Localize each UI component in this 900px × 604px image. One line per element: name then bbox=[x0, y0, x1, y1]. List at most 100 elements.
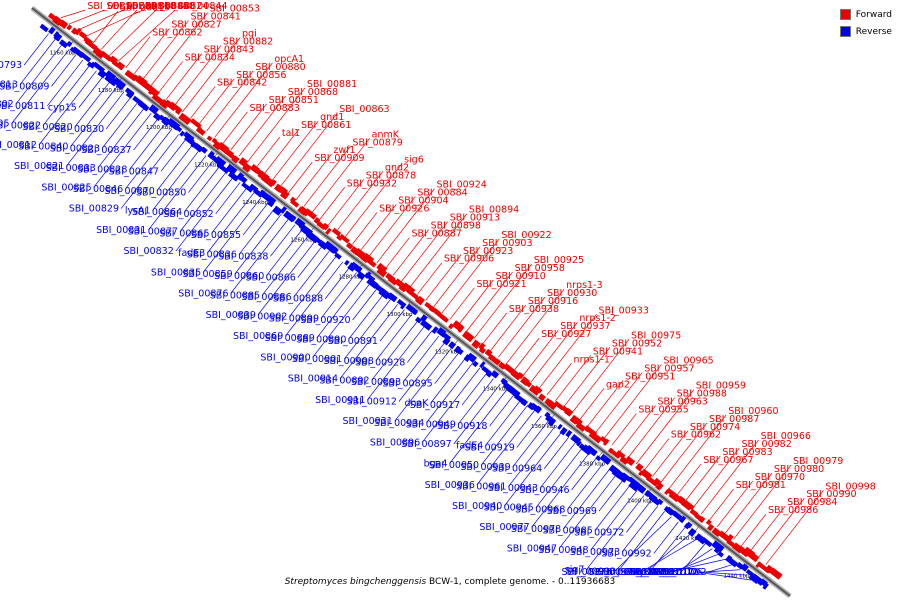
reverse-gene bbox=[334, 252, 342, 260]
forward-gene bbox=[290, 199, 300, 208]
forward-gene bbox=[533, 385, 543, 394]
forward-gene bbox=[494, 358, 501, 366]
forward-gene bbox=[705, 519, 712, 526]
reverse-gene bbox=[595, 455, 602, 462]
forward-gene bbox=[242, 162, 252, 173]
forward-gene-label: SBI_00862 bbox=[152, 27, 202, 38]
axis-tick-label: 1260 kbp bbox=[290, 237, 316, 243]
forward-gene-leader bbox=[400, 221, 449, 282]
forward-gene-label: nrps1-2 bbox=[579, 313, 615, 324]
reverse-gene-label: SBI_00847 bbox=[109, 166, 159, 177]
reverse-gene bbox=[701, 537, 713, 548]
reverse-gene-leader bbox=[183, 166, 220, 213]
forward-gene bbox=[78, 30, 88, 40]
reverse-gene-label: SBI_01001 bbox=[620, 567, 670, 578]
reverse-gene-leader bbox=[539, 442, 576, 489]
forward-gene-leader bbox=[376, 188, 435, 264]
reverse-gene-label: SBI_00793 bbox=[0, 60, 22, 71]
forward-gene-label: SBI_00922 bbox=[501, 230, 551, 241]
forward-gene-label: pgi bbox=[242, 29, 257, 40]
forward-gene bbox=[321, 222, 330, 231]
forward-gene-leader bbox=[716, 480, 754, 528]
forward-gene-leader bbox=[514, 337, 540, 370]
reverse-gene bbox=[711, 540, 725, 553]
forward-gene-leader bbox=[295, 153, 332, 201]
forward-gene-leader bbox=[652, 430, 689, 477]
reverse-gene-leader bbox=[567, 463, 604, 510]
caption-organism: Streptomyces bingchenggensis bbox=[284, 577, 427, 587]
forward-gene bbox=[431, 307, 441, 317]
reverse-gene-leader bbox=[594, 484, 631, 531]
reverse-gene bbox=[713, 547, 720, 554]
reverse-gene bbox=[179, 130, 185, 137]
reverse-gene-label: SBI_00919 bbox=[465, 442, 515, 453]
reverse-gene-leader bbox=[700, 571, 747, 576]
forward-gene-label: tal1 bbox=[282, 128, 300, 139]
forward-gene-leader bbox=[141, 20, 189, 81]
forward-gene-leader bbox=[619, 405, 656, 452]
forward-gene-label: SBI_00904 bbox=[398, 195, 448, 206]
forward-gene bbox=[471, 339, 481, 350]
reverse-gene bbox=[115, 82, 125, 91]
forward-gene bbox=[135, 75, 148, 88]
forward-gene-label: opcA1 bbox=[274, 54, 304, 65]
forward-gene-leader bbox=[352, 212, 378, 245]
reverse-gene-label: SBI_00809 bbox=[0, 81, 49, 92]
reverse-gene-leader bbox=[535, 447, 583, 508]
axis-tick-label: 1440 kbp bbox=[724, 573, 750, 579]
reverse-gene bbox=[53, 32, 63, 42]
reverse-gene bbox=[387, 292, 398, 303]
forward-gene bbox=[457, 325, 465, 333]
reverse-gene-leader bbox=[38, 70, 97, 146]
reverse-gene bbox=[762, 582, 769, 590]
reverse-gene-leader bbox=[461, 373, 487, 406]
reverse-gene-label: SBI_00897 bbox=[401, 439, 451, 450]
reverse-gene-leader bbox=[617, 511, 665, 572]
forward-gene-leader bbox=[749, 505, 786, 553]
reverse-gene-label: SBI_00835 bbox=[151, 267, 201, 278]
reverse-gene-label: SBI_00973 bbox=[570, 547, 620, 558]
forward-gene bbox=[726, 539, 736, 548]
forward-gene-label: SBI_00981 bbox=[736, 480, 786, 491]
reverse-gene-label: SBI_00931 bbox=[342, 416, 392, 427]
reverse-gene-leader bbox=[649, 527, 686, 573]
reverse-gene-leader bbox=[394, 346, 453, 422]
forward-gene-leader bbox=[571, 339, 630, 414]
axis-tick bbox=[405, 301, 411, 309]
reverse-gene-label: SBI_00908 bbox=[323, 356, 373, 367]
reverse-gene-leader bbox=[672, 553, 720, 573]
reverse-gene-label: SBI_00936 bbox=[425, 480, 475, 491]
reverse-gene-leader bbox=[407, 330, 433, 363]
forward-gene-label: SBI_00951 bbox=[625, 371, 675, 382]
reverse-gene bbox=[419, 314, 428, 323]
forward-gene bbox=[52, 15, 63, 26]
reverse-gene-label: SBI_00978 bbox=[511, 524, 561, 535]
reverse-gene-label: SBI_00888 bbox=[273, 294, 323, 305]
reverse-gene bbox=[671, 510, 683, 521]
reverse-gene bbox=[439, 330, 452, 342]
forward-gene-leader bbox=[133, 28, 170, 75]
reverse-gene-leader bbox=[371, 320, 419, 381]
reverse-gene-label: SBI_00840 bbox=[18, 142, 68, 153]
forward-gene-label: SBI_00988 bbox=[677, 389, 727, 400]
forward-gene-label: SBI_00962 bbox=[671, 430, 721, 441]
axis-tick-label: 1360 kbp bbox=[531, 424, 557, 430]
forward-gene bbox=[376, 262, 388, 274]
reverse-gene-leader bbox=[11, 49, 70, 124]
reverse-gene bbox=[466, 352, 478, 363]
axis-tick-label: 1400 kbp bbox=[627, 499, 653, 505]
reverse-gene-label: SBI_00914 bbox=[288, 374, 338, 385]
reverse-gene bbox=[331, 246, 339, 255]
forward-gene-leader bbox=[344, 163, 403, 238]
caption-rest: BCW-1, complete genome. - 0..11936683 bbox=[426, 577, 616, 587]
forward-gene-label: SBI_00926 bbox=[379, 203, 429, 214]
reverse-gene-label: SBI_00846 bbox=[73, 184, 123, 195]
forward-gene bbox=[70, 27, 78, 35]
forward-gene-label: nrps1-3 bbox=[566, 280, 602, 291]
reverse-gene-leader bbox=[97, 107, 145, 169]
reverse-gene-label: SBI_00820 bbox=[22, 122, 72, 133]
reverse-gene-label: SBI_00877 bbox=[128, 227, 178, 238]
forward-gene bbox=[150, 88, 160, 98]
reverse-gene bbox=[419, 319, 433, 331]
forward-gene-leader bbox=[279, 112, 338, 188]
